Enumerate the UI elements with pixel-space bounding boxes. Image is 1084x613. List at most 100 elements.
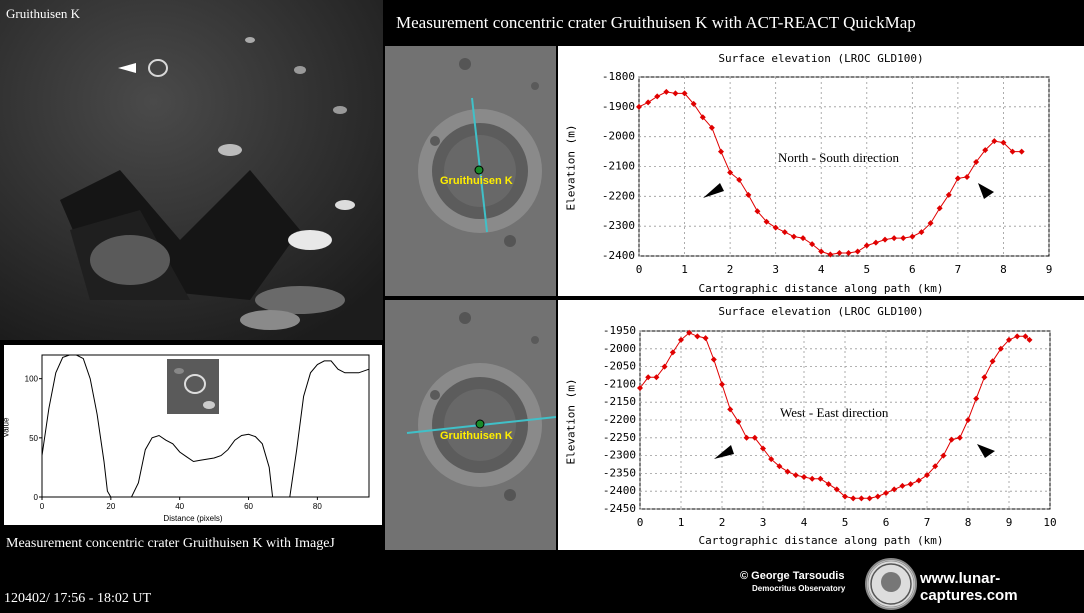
imagej-caption: Measurement concentric crater Gruithuise… <box>6 536 335 551</box>
data-point <box>784 468 791 475</box>
x-axis-label: Cartographic distance along path (km) <box>698 282 944 295</box>
data-point <box>736 176 743 183</box>
series-line <box>41 354 370 498</box>
crater-bottom-graphic <box>385 300 556 550</box>
data-point <box>954 175 961 182</box>
x-tick-label: 0 <box>637 516 644 529</box>
y-tick-label: -2300 <box>602 219 635 232</box>
data-point <box>735 418 742 425</box>
data-point <box>663 88 670 95</box>
elevation-chart-ns: Surface elevation (LROC GLD100) Cartogra… <box>558 46 1084 296</box>
data-point <box>776 463 783 470</box>
data-point <box>964 173 970 180</box>
data-point <box>817 475 824 482</box>
data-point <box>645 374 652 381</box>
x-tick-label: 4 <box>801 516 808 529</box>
y-tick-label: 100 <box>25 375 39 384</box>
democritus-seal-icon <box>865 558 917 610</box>
crater-name-label: Gruithuisen K <box>440 430 513 442</box>
y-tick-label: 50 <box>29 434 38 443</box>
data-point <box>790 233 797 240</box>
data-point <box>854 248 861 255</box>
data-point <box>982 147 989 154</box>
data-point <box>883 489 889 496</box>
data-point <box>900 235 907 242</box>
data-point <box>743 434 750 441</box>
data-point <box>825 481 832 488</box>
data-point <box>874 493 881 500</box>
x-tick-label: 3 <box>760 516 767 529</box>
x-tick-label: 3 <box>772 263 779 276</box>
data-point <box>891 486 898 493</box>
data-point <box>708 124 715 131</box>
data-point <box>702 335 709 342</box>
moon-photo-label: Gruithuisen K <box>6 6 81 21</box>
data-point <box>1018 148 1025 155</box>
y-tick-label: 0 <box>34 493 39 502</box>
direction-annotation: North - South direction <box>778 150 899 165</box>
x-tick-label: 5 <box>842 516 849 529</box>
data-point <box>991 138 998 145</box>
arrow-marker-icon <box>703 183 724 198</box>
data-point <box>719 381 725 388</box>
moon-photo: Gruithuisen K <box>0 0 383 340</box>
x-tick-label: 7 <box>924 516 931 529</box>
data-point <box>833 486 840 493</box>
website-link[interactable]: www.lunar-captures.com <box>920 570 1018 604</box>
x-tick-label: 1 <box>678 516 685 529</box>
data-point <box>924 472 930 479</box>
y-tick-label: -2200 <box>602 189 635 202</box>
data-point <box>818 248 825 255</box>
data-point <box>654 93 661 100</box>
data-point <box>845 250 852 257</box>
y-tick-label: -1900 <box>602 100 635 113</box>
data-point <box>1006 336 1012 343</box>
x-tick-label: 1 <box>681 263 688 276</box>
x-tick-label: 5 <box>863 263 870 276</box>
x-tick-label: 40 <box>175 502 184 511</box>
y-tick-label: -2200 <box>603 413 636 426</box>
arrow-marker-icon <box>977 444 995 458</box>
profile-line <box>471 97 488 233</box>
direction-annotation: West - East direction <box>780 405 889 420</box>
chart-plot: 0 20 40 60 80 0 50 100 <box>25 354 370 511</box>
data-point <box>760 445 766 452</box>
x-tick-label: 60 <box>244 502 253 511</box>
y-tick-label: -2350 <box>603 466 636 479</box>
x-tick-label: 0 <box>636 263 643 276</box>
data-point <box>763 218 770 225</box>
data-point <box>686 329 693 336</box>
data-point <box>690 100 697 107</box>
x-tick-label: 9 <box>1006 516 1013 529</box>
y-tick-label: -2000 <box>602 130 635 143</box>
x-tick-label: 80 <box>313 502 322 511</box>
data-point <box>661 363 668 370</box>
series-line <box>638 91 1022 256</box>
data-point <box>653 374 660 381</box>
x-axis-label: Distance (pixels) <box>163 514 223 523</box>
y-tick-label: -2400 <box>602 249 635 262</box>
plot-frame <box>41 354 370 498</box>
y-tick-label: -2000 <box>603 342 636 355</box>
data-point <box>694 333 701 340</box>
crater-name-label: Gruithuisen K <box>440 175 513 187</box>
data-point <box>718 148 724 155</box>
x-tick-label: 8 <box>965 516 972 529</box>
data-point <box>956 434 963 441</box>
y-tick-label: -2250 <box>603 431 636 444</box>
data-point <box>915 477 922 484</box>
data-point <box>637 384 643 391</box>
data-point <box>792 472 799 479</box>
data-point <box>727 169 734 176</box>
data-point <box>681 90 688 97</box>
data-point <box>1014 333 1021 340</box>
data-point <box>768 456 775 463</box>
data-point <box>907 481 914 488</box>
x-tick-label: 20 <box>106 502 115 511</box>
data-point <box>863 242 870 249</box>
data-point <box>909 233 916 240</box>
y-tick-label: -1800 <box>602 70 635 83</box>
credit-observatory: Democritus Observatory <box>752 584 846 593</box>
y-tick-label: -2300 <box>603 449 636 462</box>
data-point <box>754 208 761 215</box>
